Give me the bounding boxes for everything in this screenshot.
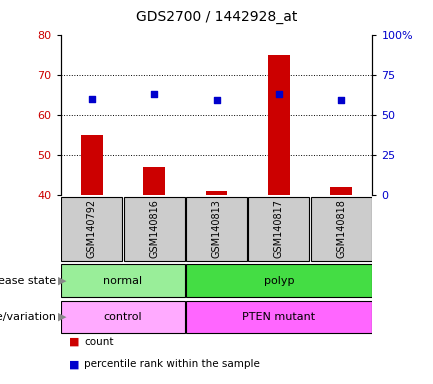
Text: polyp: polyp xyxy=(264,276,294,286)
Bar xyxy=(186,197,247,261)
Text: GSM140817: GSM140817 xyxy=(274,199,284,258)
Bar xyxy=(268,55,290,195)
Bar xyxy=(186,265,372,297)
Text: PTEN mutant: PTEN mutant xyxy=(242,312,315,322)
Text: ■: ■ xyxy=(69,359,80,369)
Text: ▶: ▶ xyxy=(58,276,67,286)
Point xyxy=(275,91,282,97)
Point xyxy=(151,91,158,97)
Bar xyxy=(61,197,123,261)
Text: GSM140813: GSM140813 xyxy=(211,199,222,258)
Text: disease state: disease state xyxy=(0,276,56,286)
Bar xyxy=(143,167,165,195)
Bar xyxy=(81,135,103,195)
Bar xyxy=(206,191,227,195)
Text: ■: ■ xyxy=(69,337,80,347)
Point xyxy=(213,98,220,104)
Bar xyxy=(123,197,185,261)
Point xyxy=(338,98,345,104)
Text: percentile rank within the sample: percentile rank within the sample xyxy=(84,359,260,369)
Point xyxy=(88,96,95,102)
Text: ▶: ▶ xyxy=(58,312,67,322)
Text: control: control xyxy=(103,312,142,322)
Bar xyxy=(310,197,372,261)
Bar xyxy=(330,187,352,195)
Bar xyxy=(186,301,372,333)
Text: normal: normal xyxy=(103,276,142,286)
Text: GSM140816: GSM140816 xyxy=(149,199,159,258)
Text: count: count xyxy=(84,337,114,347)
Text: genotype/variation: genotype/variation xyxy=(0,312,56,322)
Text: GSM140792: GSM140792 xyxy=(87,199,97,258)
Bar xyxy=(248,197,310,261)
Text: GSM140818: GSM140818 xyxy=(336,199,346,258)
Text: GDS2700 / 1442928_at: GDS2700 / 1442928_at xyxy=(136,10,297,24)
Bar xyxy=(61,301,185,333)
Bar xyxy=(61,265,185,297)
